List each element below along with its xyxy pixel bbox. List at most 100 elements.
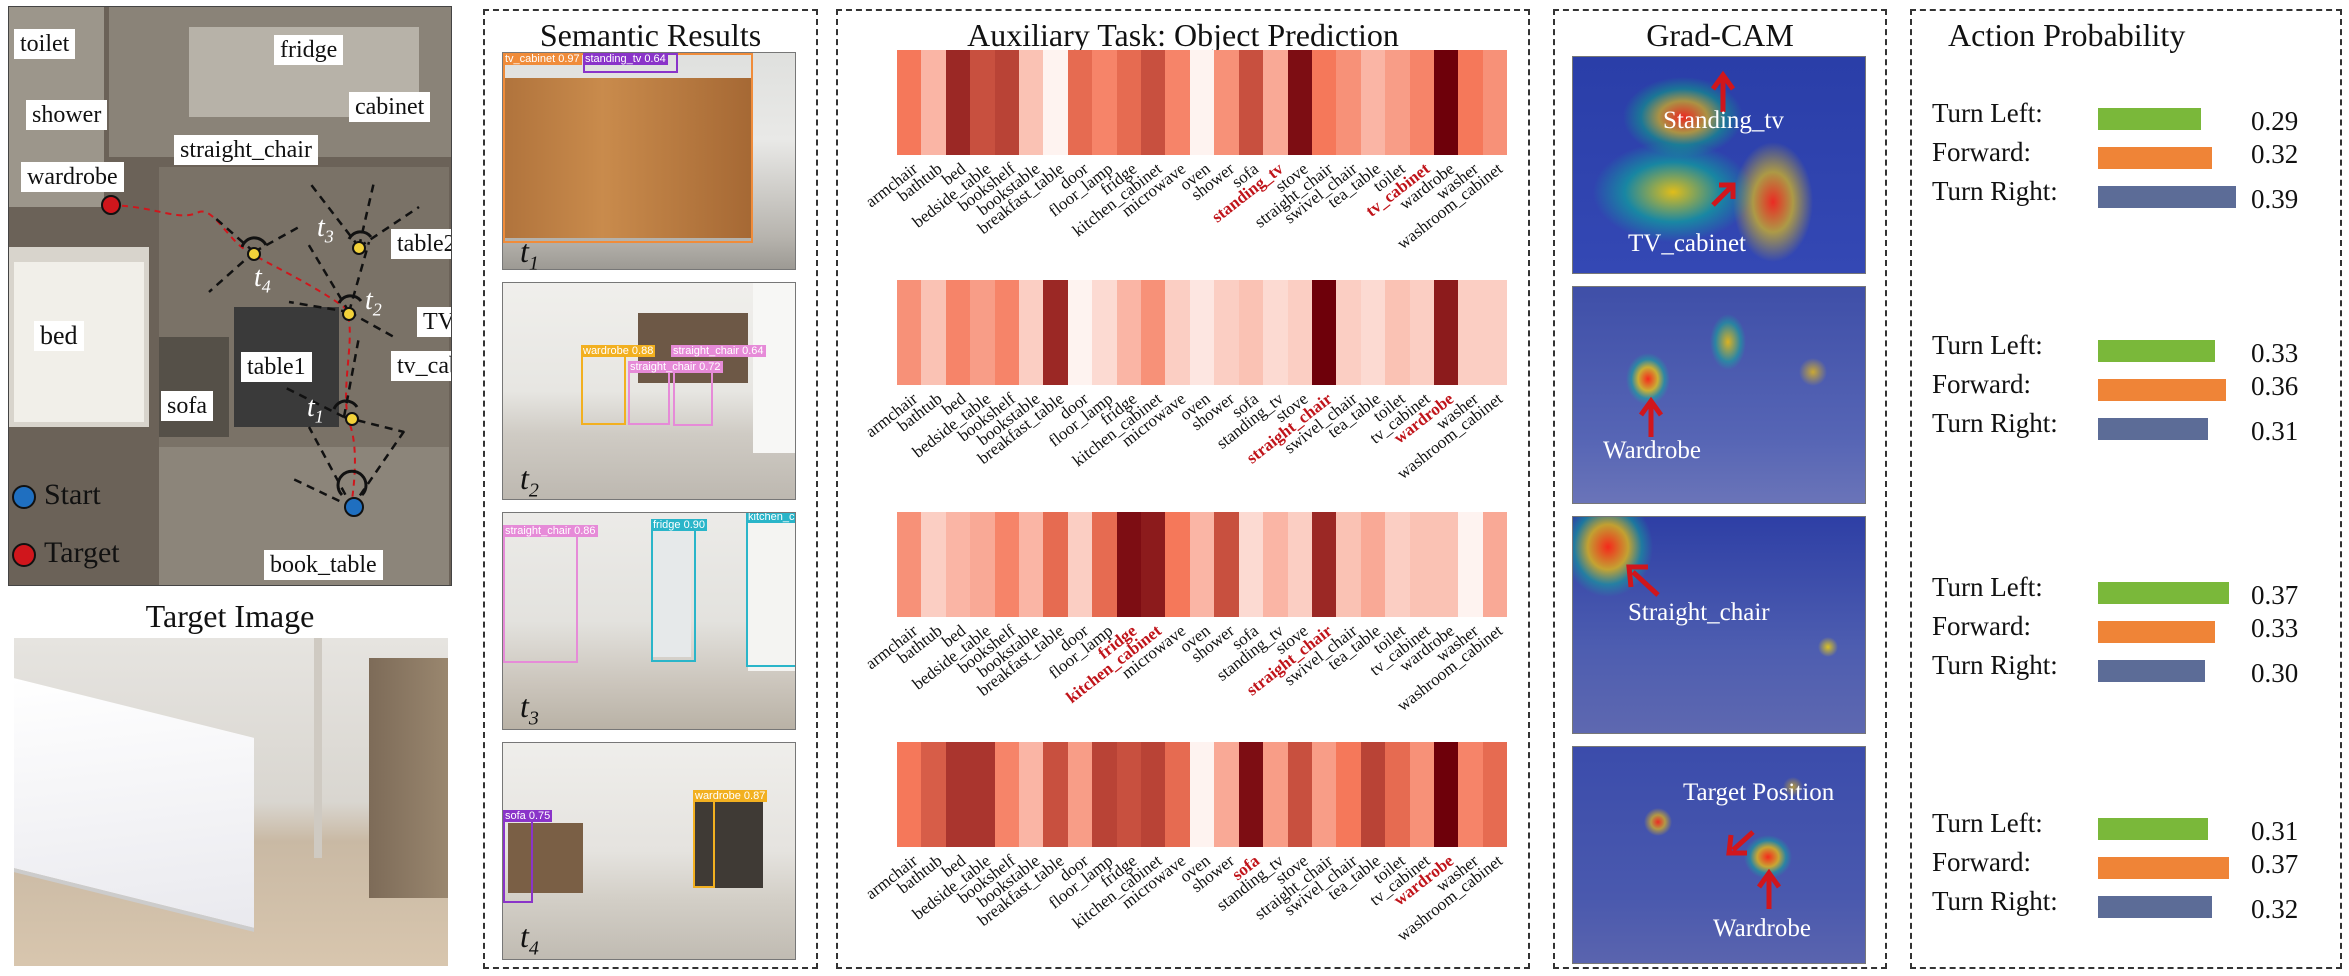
heatmap-cell-swivel_chair (1336, 280, 1361, 385)
heatmap-cell-bookshelf (994, 50, 1020, 155)
detection-label: wardrobe 0.87 (693, 790, 768, 802)
action-probability-value: 0.31 (2251, 416, 2299, 446)
gradcam-arrow (1626, 564, 1660, 597)
room-label-straight-chair: straight_chair (174, 135, 318, 165)
action-probability-value: 0.33 (2251, 338, 2299, 368)
heatmap-cell-straight_chair (1311, 742, 1337, 847)
action-label: Forward: (1932, 137, 2031, 167)
start-legend-icon (12, 485, 36, 510)
heatmap-cell-kitchen_cabinet (1141, 280, 1166, 385)
legend-start: Start (12, 478, 101, 512)
heatmap-cell-shower (1214, 50, 1239, 155)
heatmap-cell-straight_chair (1311, 512, 1337, 617)
action-probability-value: 0.29 (2251, 106, 2299, 136)
action-probability-title: Action Probability (1948, 17, 2186, 53)
detection-box (746, 517, 795, 667)
heatmap-cell-tea_table (1360, 742, 1386, 847)
heatmap-cell-breakfast_table (1043, 512, 1068, 617)
direction-arrow (357, 181, 376, 248)
target-bed-shape (14, 678, 254, 932)
heatmap-cell-sofa (1238, 280, 1264, 385)
action-probability-bar (2098, 857, 2230, 879)
heatmap-cell-toilet (1385, 280, 1410, 385)
heatmap-cell-washer (1458, 512, 1483, 617)
heatmap-cell-tea_table (1360, 280, 1386, 385)
heatmap-cell-stove (1287, 512, 1312, 617)
step-label-3: t3 (520, 688, 539, 730)
start-marker (344, 497, 364, 517)
semantic-results-panel: Semantic Results (483, 9, 818, 969)
direction-arrow (307, 426, 354, 508)
heatmap-cell-bathtub (921, 512, 946, 617)
heatmap-cell-breakfast_table (1043, 742, 1068, 847)
detection-box (503, 533, 578, 663)
waypoint-dot (352, 241, 366, 255)
semantic-frame-2: wardrobe 0.88 straight_chair 0.64 straig… (502, 282, 796, 500)
direction-arrow (347, 241, 371, 313)
direction-arrow (288, 475, 353, 509)
legend-target: Target (12, 536, 120, 570)
action-label: Turn Left: (1932, 572, 2043, 602)
step-label-t2: t2 (365, 285, 382, 320)
detection-label: straight_chair 0.64 (671, 345, 766, 357)
action-probability-bar (2098, 582, 2230, 604)
step-label-t1: t1 (307, 392, 324, 427)
gradcam-frame-4: Target Position Wardrobe (1572, 746, 1866, 964)
heatmap-cell-bathtub (921, 50, 946, 155)
heatmap-cell-bathtub (921, 742, 946, 847)
action-probability-bar (2098, 379, 2226, 401)
heatmap-cell-kitchen_cabinet (1141, 512, 1166, 617)
auxiliary-panel: Auxiliary Task: Object Prediction (836, 9, 1530, 969)
room-label-book-table: book_table (264, 550, 383, 580)
target-image-title: Target Image (145, 598, 315, 634)
heatmap-cell-washer (1458, 280, 1483, 385)
heatmap-cell-washroom_cabinet (1482, 280, 1508, 385)
detection-box (581, 353, 626, 425)
heatmap-cell-bedside_table (970, 280, 995, 385)
heading-arc (332, 399, 359, 410)
action-probability-value: 0.37 (2251, 849, 2299, 879)
heatmap-cell-standing_tv (1263, 742, 1288, 847)
direction-arrow (350, 426, 409, 508)
room-label-sofa: sofa (161, 391, 213, 421)
detection-label: fridge 0.90 (651, 519, 707, 531)
action-probability-value: 0.32 (2251, 894, 2299, 924)
heatmap-cell-bookshelf (994, 280, 1020, 385)
heatmap-cell-swivel_chair (1336, 50, 1361, 155)
gradcam-arrow (1726, 830, 1782, 909)
heatmap-cell-wardrobe (1433, 512, 1459, 617)
direction-arrow (283, 385, 345, 419)
heatmap-cell-armchair (897, 50, 922, 155)
direction-arrow (343, 415, 405, 434)
detection-box (673, 368, 713, 426)
heatmap-cell-washroom_cabinet (1482, 512, 1508, 617)
action-probability-bar (2098, 340, 2216, 362)
step-label-2: t2 (520, 460, 539, 502)
heatmap-cell-bed (945, 512, 971, 617)
semantic-results-title: Semantic Results (539, 17, 762, 53)
action-label: Turn Right: (1932, 650, 2058, 680)
detection-label: straight_chair 0.72 (628, 361, 723, 373)
heatmap-cell-microwave (1165, 512, 1190, 617)
room-label-tv-cabinet: tv_cabinet (391, 351, 451, 381)
heading-arc (347, 230, 373, 240)
target-dresser-shape (369, 658, 448, 898)
heatmap-cell-armchair (897, 280, 922, 385)
waypoint-dot (345, 412, 359, 426)
heatmap-cell-microwave (1165, 742, 1190, 847)
heatmap-cell-bedside_table (970, 742, 995, 847)
action-probability-value: 0.30 (2251, 658, 2299, 688)
floorplan-map: toilet fridge shower cabinet straight_ch… (8, 6, 452, 586)
action-probability-bar (2098, 186, 2237, 208)
heatmap-cell-bed (945, 280, 971, 385)
action-probability-bar (2098, 108, 2201, 130)
frame3-fridge (651, 527, 691, 657)
action-probability-value: 0.32 (2251, 139, 2299, 169)
direction-arrows (208, 181, 420, 509)
action-label: Turn Left: (1932, 330, 2043, 360)
heatmap-cell-armchair (897, 512, 922, 617)
heatmap-cell-oven (1189, 50, 1215, 155)
heatmap-cell-fridge (1116, 50, 1142, 155)
object-heatmap-row (897, 50, 1508, 155)
action-probability-value: 0.37 (2251, 580, 2299, 610)
